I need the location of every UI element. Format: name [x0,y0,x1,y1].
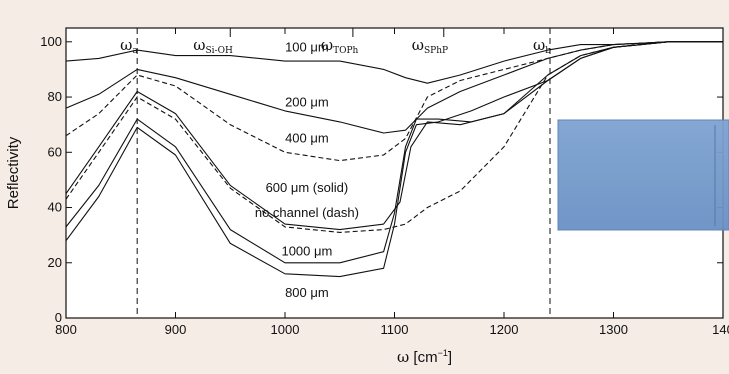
curve-label: 600 μm (solid) [266,180,349,195]
y-axis-label: Reflectivity [5,136,22,209]
curve-label: 800 μm [285,285,329,300]
marker-label: ωSPhP [412,36,448,56]
y-tick-label: 100 [40,34,62,49]
curve-labels: 100 μm 200 μm 400 μm 600 μm (solid) no chann… [255,39,359,300]
x-axis-unit-close: ] [448,349,452,366]
y-tick-label: 0 [55,310,62,325]
series-line-5 [65,41,723,233]
series-line-1 [65,41,723,84]
x-tick-label: 140 [712,322,729,337]
y-tick-label: 20 [48,255,62,270]
curve-label: no channel (dash) [255,205,359,220]
x-axis-unit-open: [ [413,349,418,366]
y-tick-label: 40 [48,200,62,215]
curve-label: 100 μm [285,39,329,54]
x-axis-symbol: ω [397,348,409,366]
curve-label: 400 μm [285,130,329,145]
axis-ticks: 8009001000110012001300140020406080100 [40,28,729,337]
series-line-7 [65,41,723,278]
overlay-panel [557,119,729,231]
x-tick-label: 1300 [599,322,628,337]
y-tick-label: 60 [48,144,62,159]
curve-label: 1000 μm [281,244,332,259]
vertical-markers: ωa ωSi-OH ωTOPh ωSPhP ωb [120,28,551,318]
marker-label: ωb [533,36,551,56]
series-lines [65,41,723,278]
x-axis-label: ω [cm−1] [397,348,452,366]
curve-label: 200 μm [285,95,329,110]
x-tick-label: 1000 [271,322,300,337]
x-axis-unit-base: cm [418,349,438,366]
x-axis-unit-exponent: −1 [438,348,448,358]
x-tick-label: 800 [55,322,77,337]
x-tick-label: 1100 [381,322,409,337]
marker-label: ωSi-OH [193,36,233,56]
series-line-3 [65,41,723,162]
marker-label: ωTOPh [321,36,359,56]
y-tick-label: 80 [48,89,62,104]
x-tick-label: 900 [165,322,187,337]
x-tick-label: 1200 [490,322,519,337]
